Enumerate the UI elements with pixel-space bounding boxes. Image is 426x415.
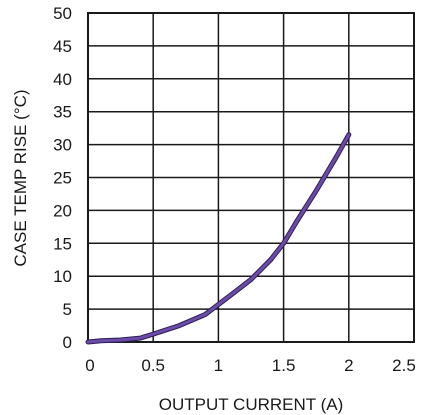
y-tick-label: 15 xyxy=(53,234,72,253)
x-tick-labels: 0 0.5 1 1.5 2 2.5 xyxy=(85,356,416,375)
series-layer xyxy=(85,132,352,345)
x-tick-label: 1.5 xyxy=(272,356,296,375)
y-tick-label: 20 xyxy=(53,201,72,220)
x-tick-label: 0.5 xyxy=(141,356,165,375)
grid xyxy=(88,13,414,342)
y-tick-label: 0 xyxy=(63,333,72,352)
plot-frame xyxy=(87,12,415,343)
x-tick-label: 0 xyxy=(85,356,94,375)
y-tick-label: 50 xyxy=(53,4,72,23)
y-tick-label: 30 xyxy=(53,136,72,155)
x-axis-label: OUTPUT CURRENT (A) xyxy=(159,395,344,414)
x-tick-label: 1 xyxy=(214,356,223,375)
series-line xyxy=(86,133,351,344)
y-tick-label: 25 xyxy=(53,169,72,188)
y-axis-label: CASE TEMP RISE (°C) xyxy=(11,89,30,266)
y-tick-label: 5 xyxy=(63,300,72,319)
y-tick-label: 45 xyxy=(53,37,72,56)
y-tick-label: 10 xyxy=(53,267,72,286)
x-tick-label: 2.5 xyxy=(392,356,416,375)
x-tick-label: 2 xyxy=(344,356,353,375)
y-tick-label: 40 xyxy=(53,70,72,89)
y-tick-label: 35 xyxy=(53,103,72,122)
y-tick-labels: 0 5 10 15 20 25 30 35 40 45 50 xyxy=(53,4,72,352)
